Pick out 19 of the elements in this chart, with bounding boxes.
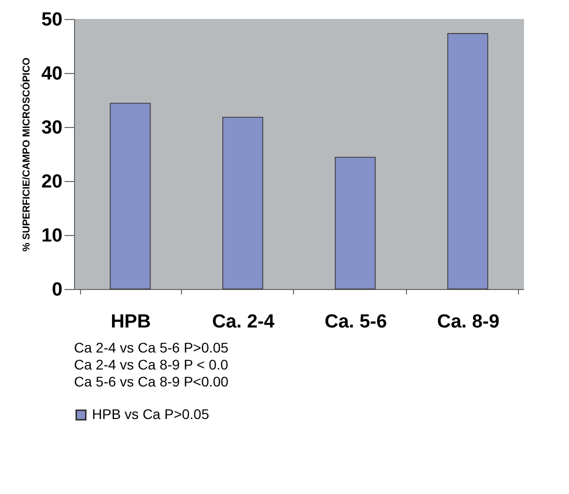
y-tick-label: 10	[41, 226, 62, 246]
y-tick-label: 0	[52, 280, 62, 300]
legend-label: HPB vs Ca P>0.05	[92, 406, 210, 422]
x-tick-label: Ca. 5-6	[324, 312, 387, 332]
y-tick-label: 50	[41, 10, 62, 30]
text: Ca 2-4 vs Ca 8-9 P < 0.0	[74, 356, 228, 372]
bar	[110, 102, 151, 290]
text: Ca 2-4 vs Ca 5-6 P>0.05	[74, 340, 229, 356]
bar	[447, 33, 488, 290]
y-tick-label: 30	[41, 118, 62, 138]
text: Ca 5-6 vs Ca 8-9 P<0.00	[74, 374, 229, 390]
y-tick-label: 40	[41, 64, 62, 84]
x-tick-label: HPB	[110, 312, 151, 332]
bar	[222, 116, 264, 290]
x-tick-label: Ca. 8-9	[437, 312, 500, 332]
y-tick-label: 20	[41, 172, 62, 192]
bar	[334, 156, 376, 290]
x-tick-label: Ca. 2-4	[212, 312, 275, 332]
y-axis-title: % SUPERFICIE/CAMPO MICROSCÓPICO	[20, 57, 32, 252]
